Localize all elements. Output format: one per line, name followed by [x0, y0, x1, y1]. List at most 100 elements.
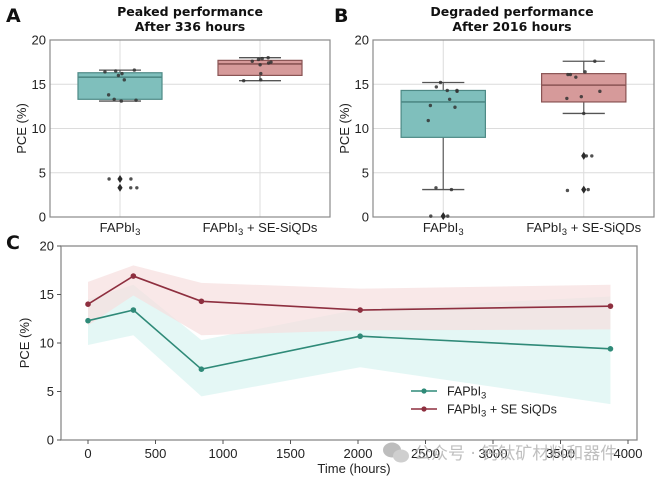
- data-point: [259, 71, 263, 76]
- panel-b-title-line2: After 2016 hours: [452, 19, 571, 34]
- legend-marker: [421, 406, 427, 412]
- legend-label: FAPbI3: [447, 385, 486, 402]
- outlier-marker: [117, 183, 123, 192]
- series-point: [357, 307, 363, 313]
- confidence-band-fapbi3-se-siqds: [88, 265, 611, 336]
- data-point: [574, 75, 578, 79]
- y-tick-label: 15: [355, 77, 369, 92]
- data-point: [582, 111, 586, 116]
- data-point: [426, 118, 430, 123]
- data-point: [565, 96, 569, 101]
- y-tick-label: 5: [39, 165, 46, 180]
- data-point: [565, 188, 570, 193]
- watermark: 公众号 · 钙钛矿材料和器件: [383, 442, 617, 464]
- data-point: [260, 56, 264, 61]
- y-tick-label: 10: [40, 336, 54, 351]
- data-point: [129, 186, 133, 190]
- box-iqr: [400, 89, 487, 138]
- data-point: [434, 85, 439, 89]
- plot-frame: [49, 39, 331, 218]
- data-point: [428, 103, 433, 108]
- data-point: [112, 97, 116, 101]
- y-tick-label: 10: [355, 121, 369, 136]
- data-point: [135, 186, 139, 190]
- y-tick-label: 5: [47, 384, 54, 399]
- x-tick-label: 3000: [479, 446, 508, 461]
- legend-label: FAPbI3 + SE SiQDs: [447, 403, 557, 420]
- series-point: [607, 303, 614, 309]
- data-point: [598, 89, 602, 94]
- series-point: [85, 317, 91, 324]
- box-fapbi3: [400, 80, 487, 221]
- panel-letter-c: C: [6, 232, 20, 254]
- data-point: [447, 97, 452, 101]
- x-tick-label: 2000: [344, 446, 373, 461]
- data-point: [455, 89, 459, 94]
- data-point: [445, 88, 449, 93]
- data-point: [116, 73, 121, 78]
- data-point: [584, 154, 589, 158]
- x-tick-label: 4000: [614, 446, 643, 461]
- data-point: [568, 72, 573, 77]
- x-tick-label: 2500: [411, 446, 440, 461]
- x-axis-label: Time (hours): [317, 461, 390, 476]
- data-point: [122, 78, 126, 82]
- series-point: [607, 346, 614, 352]
- x-category-label: FAPbI3: [100, 220, 141, 238]
- panel-b-title-line1: Degraded performance: [430, 4, 593, 19]
- data-point: [566, 72, 570, 77]
- y-tick-label: 0: [47, 433, 54, 448]
- data-point: [119, 99, 124, 103]
- data-point: [103, 70, 107, 74]
- data-point: [434, 186, 438, 190]
- data-point: [258, 63, 262, 67]
- box-fapbi3-se-siqds: [217, 56, 303, 83]
- legend-marker: [421, 388, 427, 394]
- data-point: [449, 187, 454, 192]
- plot-frame: [372, 39, 655, 218]
- y-tick-label: 20: [355, 33, 369, 48]
- y-tick-label: 10: [32, 121, 46, 136]
- series-point: [198, 366, 205, 372]
- data-point: [250, 59, 254, 63]
- data-point: [241, 79, 246, 83]
- data-point: [590, 154, 594, 158]
- series-point: [357, 333, 363, 340]
- data-point: [266, 61, 271, 65]
- panel-b-boxplot: 0 5 10 15 20 PCE (%) FAPbI3 FAPbI3 + SE-SiQDs: [337, 33, 655, 238]
- wechat-icon: [383, 442, 409, 463]
- data-point: [266, 56, 270, 60]
- panel-letter-a: A: [6, 5, 21, 27]
- data-point: [129, 177, 133, 181]
- y-axis-label: PCE (%): [337, 103, 352, 154]
- data-point: [107, 177, 111, 181]
- data-point: [114, 69, 118, 73]
- data-point: [586, 187, 590, 192]
- y-tick-label: 20: [40, 239, 54, 254]
- data-point: [446, 214, 450, 218]
- box-fapbi3-se-siqds: [540, 59, 627, 194]
- data-point: [259, 78, 263, 82]
- y-axis-label: PCE (%): [14, 103, 29, 154]
- x-tick-label: 0: [84, 446, 91, 461]
- box-fapbi3: [77, 68, 163, 192]
- y-tick-label: 20: [32, 33, 46, 48]
- y-axis-label: PCE (%): [17, 318, 32, 369]
- outlier-marker: [581, 185, 587, 194]
- outlier-marker: [117, 174, 123, 183]
- data-point: [593, 59, 597, 63]
- data-point: [132, 68, 137, 72]
- panel-a-title-line1: Peaked performance: [117, 4, 263, 19]
- series-point: [198, 298, 205, 305]
- y-tick-label: 15: [40, 287, 54, 302]
- panel-letter-b: B: [334, 5, 348, 27]
- data-point: [583, 70, 587, 74]
- data-point: [453, 105, 457, 109]
- y-tick-label: 0: [362, 210, 369, 225]
- series-point: [130, 307, 137, 313]
- data-point: [438, 80, 443, 85]
- x-tick-label: 1500: [276, 446, 305, 461]
- outlier-marker: [581, 151, 587, 160]
